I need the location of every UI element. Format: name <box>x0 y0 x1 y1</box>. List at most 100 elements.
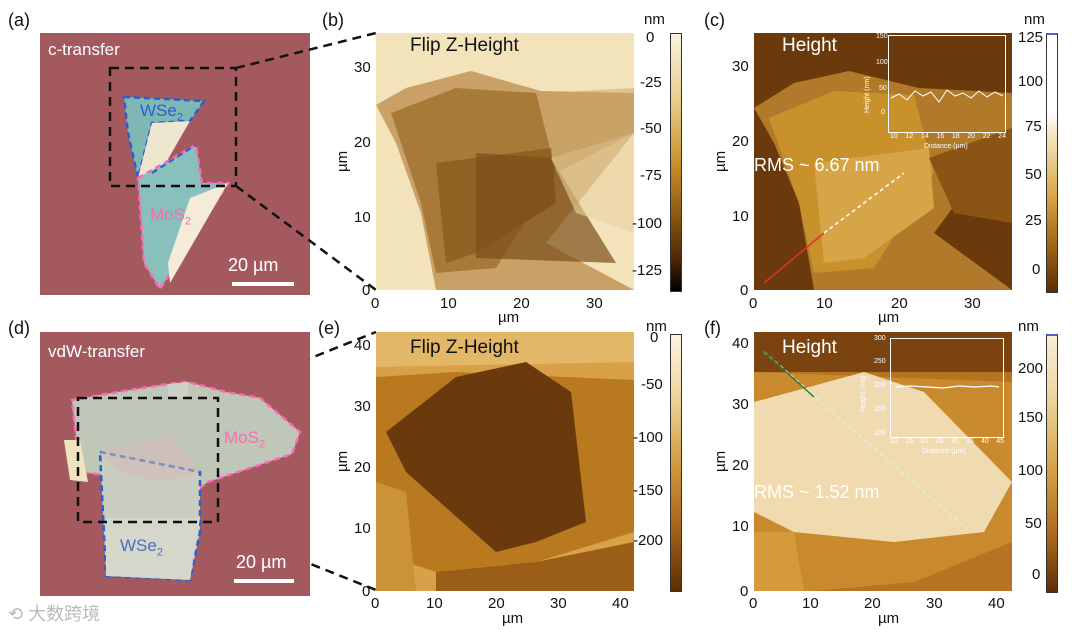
f-xtick-2: 20 <box>864 595 881 612</box>
b-cbar-tick-0: 0 <box>646 29 655 46</box>
inset-c-xtick-6: 22 <box>982 133 991 140</box>
c-xlabel: µm <box>878 309 900 326</box>
f-ytick-1: 10 <box>732 518 749 535</box>
flake-label-wse2: WSe2 <box>140 101 183 124</box>
f-cbar-tick-0: 200 <box>1018 360 1044 377</box>
b-xtick-1: 10 <box>440 295 457 312</box>
inset-c-xtick-5: 20 <box>967 133 976 140</box>
f-ytick-2: 20 <box>732 457 749 474</box>
e-cbar-tick-4: -200 <box>633 532 664 549</box>
afm-image-f: Height RMS ~ 1.52 nm 300 250 200 150 100… <box>754 332 1012 591</box>
inset-c-ylabel: Height (nm) <box>864 76 871 113</box>
inset-c-ytick-0: 150 <box>876 33 888 40</box>
f-ytick-0: 0 <box>740 583 749 600</box>
afm-texture-e <box>376 332 634 591</box>
optical-image-a: c-transfer WSe2 MoS2 20 µm <box>40 33 310 295</box>
inset-c-xtick-7: 24 <box>998 133 1006 140</box>
inset-f-xtick-1: 15 <box>905 438 913 445</box>
inset-f-xticks: 10 15 20 25 30 35 40 45 <box>890 438 1004 445</box>
e-ylabel: µm <box>334 450 351 472</box>
inset-c-ytick-2: 50 <box>879 85 887 92</box>
e-ytick-2: 20 <box>354 459 371 476</box>
afm-title-b: Flip Z-Height <box>410 35 519 56</box>
flake-label-mos2-d: MoS2 <box>224 428 266 451</box>
inset-c-xtick-1: 12 <box>905 133 914 140</box>
c-ylabel: µm <box>712 150 729 172</box>
e-ytick-0: 0 <box>362 583 371 600</box>
c-ytick-3: 30 <box>732 58 749 75</box>
afm-image-e: Flip Z-Height <box>376 332 634 591</box>
b-ytick-1: 10 <box>354 209 371 226</box>
title-c-transfer: c-transfer <box>48 40 120 59</box>
b-ytick-2: 20 <box>354 134 371 151</box>
b-colorbar <box>670 33 682 292</box>
c-xtick-3: 30 <box>964 295 981 312</box>
inset-f-ytick-0: 300 <box>874 335 886 342</box>
afm-texture-b <box>376 71 634 290</box>
inset-f-ytick-4: 100 <box>874 430 886 437</box>
inset-profile-f <box>890 338 1004 438</box>
b-xtick-0: 0 <box>371 295 380 312</box>
title-vdw-transfer: vdW-transfer <box>48 342 145 361</box>
f-xtick-3: 30 <box>926 595 943 612</box>
b-ylabel: µm <box>334 150 351 172</box>
inset-f-xlabel: Distance (µm) <box>922 448 966 455</box>
afm-title-c: Height <box>782 35 837 56</box>
e-cbar-tick-2: -100 <box>633 429 664 446</box>
e-xlabel: µm <box>502 610 524 627</box>
b-cbar-tick-1: -25 <box>640 74 662 91</box>
afm-texture-f <box>754 332 1012 591</box>
e-cbar-tick-3: -150 <box>633 482 664 499</box>
b-xlabel: µm <box>498 309 520 326</box>
f-xtick-0: 0 <box>749 595 758 612</box>
inset-f-xtick-7: 45 <box>996 438 1004 445</box>
f-ytick-3: 30 <box>732 396 749 413</box>
b-cbar-unit: nm <box>644 11 665 28</box>
e-xtick-3: 30 <box>550 595 567 612</box>
c-cbar-tick-4: 25 <box>1025 212 1042 229</box>
c-cbar-unit: nm <box>1024 11 1045 28</box>
e-xtick-2: 20 <box>488 595 505 612</box>
b-cbar-tick-2: -50 <box>640 120 662 137</box>
inset-f-xtick-4: 30 <box>950 438 959 445</box>
panel-e-label: (e) <box>318 318 340 338</box>
f-cbar-tick-3: 50 <box>1025 515 1042 532</box>
inset-profile-line-f <box>894 385 1000 389</box>
c-cbar-tick-2: 75 <box>1025 118 1042 135</box>
panel-a-label: (a) <box>8 10 30 30</box>
e-xtick-4: 40 <box>612 595 629 612</box>
flake-label-wse2-d: WSe2 <box>120 536 163 559</box>
inset-profile-line-c <box>890 89 1004 103</box>
b-ytick-0: 0 <box>362 282 371 299</box>
e-ytick-3: 30 <box>354 398 371 415</box>
scale-bar-d <box>234 579 294 583</box>
inset-f-xtick-0: 10 <box>890 438 898 445</box>
inset-profile-c <box>888 35 1006 133</box>
f-ytick-4: 40 <box>732 335 749 352</box>
panel-c-label: (c) <box>704 10 725 30</box>
inset-f-xtick-6: 40 <box>981 438 989 445</box>
c-cbar-tick-3: 50 <box>1025 166 1042 183</box>
inset-c-ytick-3: 0 <box>881 109 885 116</box>
c-colorbar <box>1046 33 1058 293</box>
c-ytick-2: 20 <box>732 133 749 150</box>
f-ylabel: µm <box>712 450 729 472</box>
inset-f-ytick-3: 150 <box>874 406 886 413</box>
panel-b-label: (b) <box>322 10 344 30</box>
inset-f-xtick-5: 35 <box>965 438 974 445</box>
e-colorbar <box>670 334 682 592</box>
b-ytick-3: 30 <box>354 59 371 76</box>
c-cbar-tick-0: 125 <box>1018 29 1044 46</box>
c-xtick-1: 10 <box>816 295 833 312</box>
f-cbar-tick-2: 100 <box>1018 462 1044 479</box>
e-cbar-unit: nm <box>646 318 667 335</box>
c-ytick-0: 0 <box>740 282 749 299</box>
afm-image-b: Flip Z-Height <box>376 33 634 290</box>
inset-c-xtick-3: 16 <box>936 133 945 140</box>
c-ytick-1: 10 <box>732 208 749 225</box>
inset-f-ytick-2: 200 <box>874 382 886 389</box>
rms-label-f: RMS ~ 1.52 nm <box>754 482 880 502</box>
b-xtick-2: 20 <box>513 295 530 312</box>
watermark: ⟲ 大数跨境 <box>8 604 101 624</box>
inset-c-xtick-0: 10 <box>890 133 898 140</box>
